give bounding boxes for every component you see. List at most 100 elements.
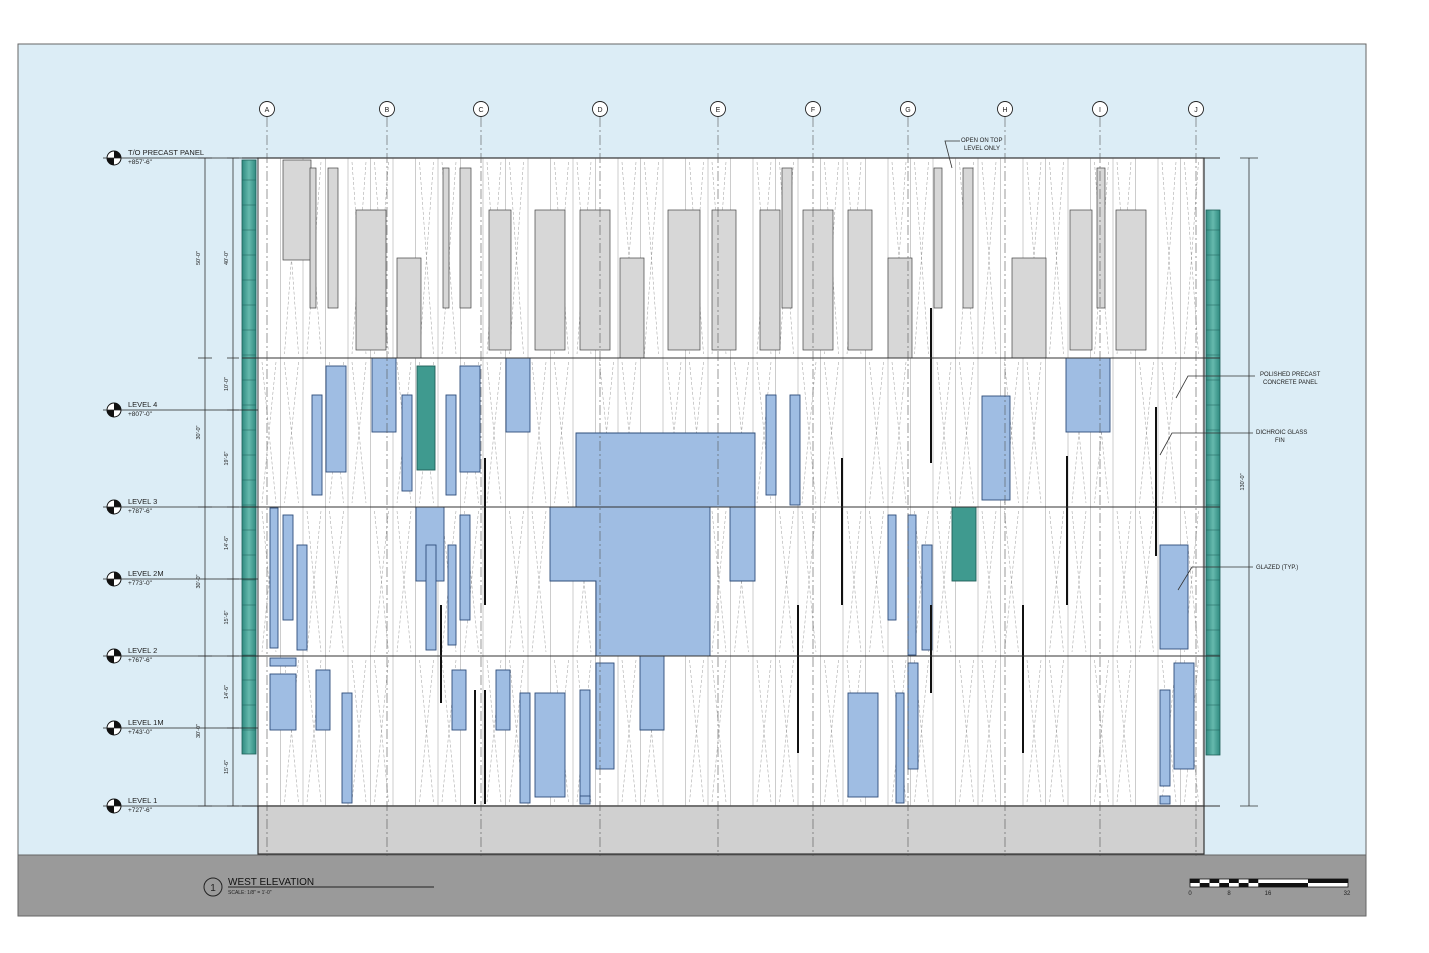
drawing-number: 1 — [210, 883, 216, 894]
glazing-unit — [1159, 689, 1171, 787]
level-marker: LEVEL 3 +787'-6" — [103, 497, 258, 515]
glazing-unit — [847, 692, 879, 798]
recess-panel — [488, 209, 512, 351]
glazing-unit — [269, 657, 297, 667]
glazing-unit — [451, 669, 467, 731]
level-elevation: +807'-0" — [128, 411, 153, 418]
level-name: LEVEL 3 — [128, 497, 157, 506]
grid-label: J — [1194, 107, 1198, 114]
grid-label: H — [1002, 107, 1007, 114]
glazing-unit — [1159, 795, 1171, 805]
level-name: LEVEL 2 — [128, 646, 157, 655]
level-name: LEVEL 4 — [128, 400, 157, 409]
recess-panel — [309, 167, 317, 309]
recess-panel — [534, 209, 566, 351]
dark-fins — [440, 308, 1157, 804]
glazing-unit — [887, 514, 897, 621]
grid-bubble — [473, 101, 489, 117]
recess-panel — [619, 257, 645, 359]
scale-label-16: 16 — [1265, 891, 1272, 897]
recess-panel — [282, 159, 312, 261]
dimension-label: 30'-0" — [196, 724, 202, 738]
grid-bubble — [259, 101, 275, 117]
glazing-unit — [459, 514, 471, 621]
callout-polished-precast-2: CONCRETE PANEL — [1263, 380, 1318, 386]
glazing-unit — [447, 544, 457, 646]
recess-panel — [711, 209, 737, 351]
grid-lines: A B C D E F G H I J — [259, 101, 1204, 856]
glazing-unit — [907, 514, 917, 656]
glazing-unit — [595, 662, 615, 770]
glazing-unit — [1173, 662, 1195, 770]
glazing-unit — [495, 669, 511, 731]
recess-panel — [781, 167, 793, 309]
grid-bubble — [997, 101, 1013, 117]
grid-bubble — [592, 101, 608, 117]
recess-panel — [802, 209, 834, 351]
scale-label-8: 8 — [1227, 891, 1231, 897]
scale-label-0: 0 — [1188, 891, 1192, 897]
dimension-label: 15'-6" — [224, 610, 230, 624]
teal-glass-panel — [416, 365, 436, 471]
grid-bubble — [379, 101, 395, 117]
glazing-unit — [1159, 544, 1189, 650]
dimension-label: 30'-0" — [196, 574, 202, 588]
dimension-label: 14'-6" — [224, 685, 230, 699]
dimension-label: 19'-6" — [224, 451, 230, 465]
grid-label: B — [385, 107, 390, 114]
level-elevation: +767'-6" — [128, 657, 153, 664]
ground-band — [17, 854, 1367, 917]
glazing-unit — [765, 394, 777, 496]
recess-panel — [327, 167, 339, 309]
recess-panel — [1115, 209, 1147, 351]
grid-label: C — [478, 107, 483, 114]
glazing-unit — [579, 689, 591, 801]
glazing-unit — [269, 507, 279, 649]
grid-bubble — [1092, 101, 1108, 117]
drawing-number-bubble — [203, 877, 223, 897]
grid-bubble — [900, 101, 916, 117]
callout-open-top-2: LEVEL ONLY — [964, 146, 1000, 152]
grid-bubble — [805, 101, 821, 117]
level-marker: LEVEL 1 +727'-6" — [103, 796, 258, 814]
level-marker: LEVEL 1M +743'-0" — [103, 718, 258, 736]
glazing-unit — [907, 662, 919, 770]
glazing-unit — [579, 795, 591, 805]
grid-bubble — [1188, 101, 1204, 117]
glazing-unit — [445, 394, 457, 496]
graphic-scale-bar: 0 8 16 32 — [1188, 878, 1351, 897]
recess-panel — [962, 167, 974, 309]
recessed-panels — [282, 159, 1147, 359]
callout-glazed: GLAZED (TYP.) — [1256, 565, 1298, 571]
glazing-unit — [519, 692, 531, 804]
drawing-scale: SCALE: 1/8" = 1'-0" — [228, 890, 272, 896]
glazing-unit — [311, 394, 323, 496]
title-block: 1 WEST ELEVATION SCALE: 1/8" = 1'-0" — [203, 877, 434, 897]
glazing-unit — [895, 692, 905, 804]
plinth — [257, 805, 1205, 855]
level-elevation: +743'-0" — [128, 729, 153, 736]
glazing-unit — [789, 394, 801, 506]
glazing-unit — [459, 365, 481, 473]
glazing-unit — [296, 544, 308, 651]
callout-dichroic-glass-2: FIN — [1275, 438, 1285, 444]
grid-label: E — [716, 107, 721, 114]
callout-polished-precast: POLISHED PRECAST — [1260, 372, 1321, 378]
dimension-label: 30'-0" — [196, 425, 202, 439]
glazing-unit — [371, 357, 397, 433]
level-name: LEVEL 1M — [128, 718, 164, 727]
dimension-label: 15'-6" — [224, 760, 230, 774]
overall-height-label: 130'-0" — [1240, 473, 1246, 490]
dichroic-fin-right — [1205, 209, 1221, 756]
recess-panel — [579, 209, 611, 351]
level-elevation: +787'-6" — [128, 508, 153, 515]
glazing-unit — [921, 544, 933, 651]
dimension-label: 10'-0" — [224, 377, 230, 391]
recess-panel — [396, 257, 422, 359]
grid-label: F — [811, 107, 815, 114]
recess-panel — [847, 209, 873, 351]
callout-dichroic-glass: DICHROIC GLASS — [1256, 430, 1307, 436]
dichroic-fin-left — [241, 159, 257, 755]
glazing-unit — [981, 395, 1011, 501]
